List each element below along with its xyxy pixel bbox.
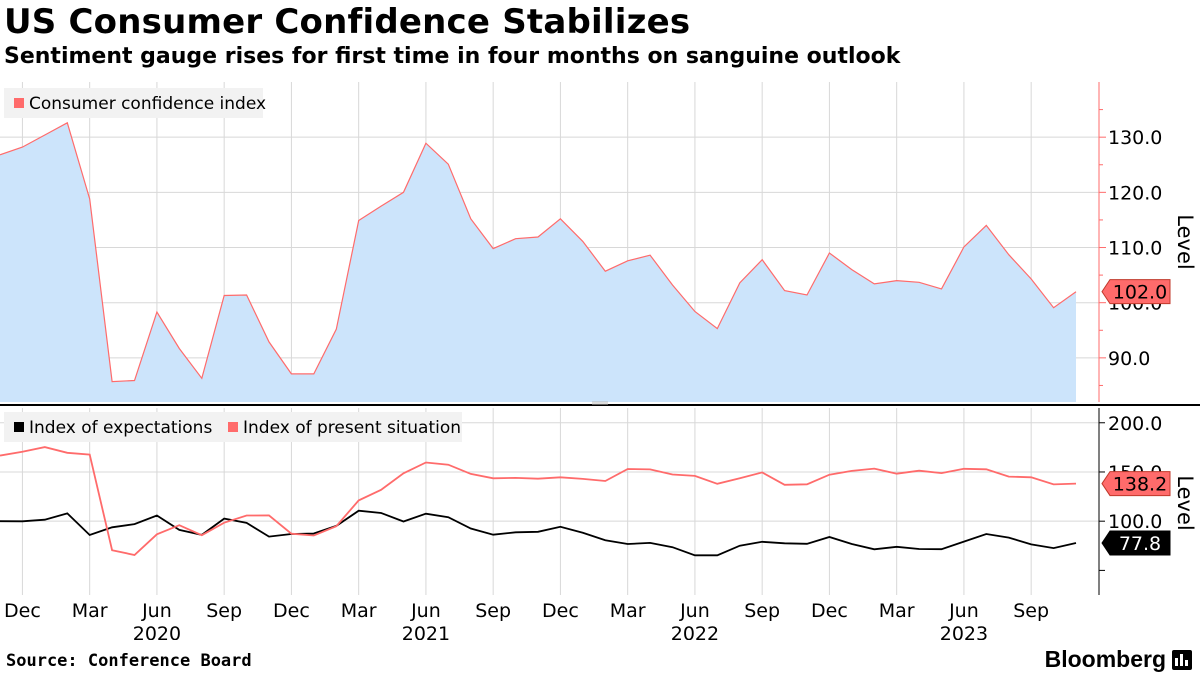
present-situation-line <box>0 446 1077 556</box>
x-year-label: 2023 <box>940 623 988 640</box>
y-axis-title-bottom: Level <box>1173 475 1197 530</box>
source-note: Source: Conference Board <box>6 651 252 671</box>
legend-box <box>4 88 263 118</box>
x-tick-label: Jun <box>141 600 172 622</box>
x-tick-label: Dec <box>811 600 848 622</box>
y-tick-label: 90.0 <box>1108 348 1150 370</box>
confidence-last-value-label: 102.0 <box>1113 282 1167 304</box>
legend-swatch <box>228 422 238 432</box>
expectations-line <box>0 509 1077 557</box>
legend-swatch <box>14 98 24 108</box>
chart-title: US Consumer Confidence Stabilizes <box>4 2 691 42</box>
y-tick-label: 120.0 <box>1108 182 1162 204</box>
x-tick-label: Mar <box>879 600 915 622</box>
x-tick-label: Jun <box>410 600 441 622</box>
x-year-label: 2020 <box>133 623 181 640</box>
x-tick-label: Mar <box>72 600 108 622</box>
legend-swatch <box>14 422 24 432</box>
legend-item: Index of expectations <box>29 418 212 438</box>
x-tick-label: Jun <box>679 600 710 622</box>
brand-logo: Bloomberg <box>1044 646 1166 672</box>
chart: 90.0100.0110.0120.0130.0100.0150.0200.0L… <box>0 82 1200 640</box>
y-tick-label: 130.0 <box>1108 127 1162 149</box>
bar-chart-icon <box>1172 650 1192 670</box>
present-situation-last-value-flag <box>1101 471 1171 497</box>
chart-subtitle: Sentiment gauge rises for first time in … <box>4 44 901 69</box>
x-tick-label: Dec <box>542 600 579 622</box>
x-tick-label: Sep <box>475 600 511 622</box>
x-tick-label: Dec <box>4 600 41 622</box>
x-tick-label: Sep <box>206 600 242 622</box>
legend-item: Consumer confidence index <box>29 94 266 114</box>
legend-item: Index of present situation <box>243 418 461 438</box>
confidence-line <box>0 121 1077 383</box>
x-tick-label: Dec <box>273 600 310 622</box>
x-tick-label: Sep <box>744 600 780 622</box>
x-year-label: 2021 <box>402 623 450 640</box>
x-tick-label: Mar <box>610 600 646 622</box>
y-tick-label: 110.0 <box>1108 238 1162 260</box>
present-situation-last-value-label: 138.2 <box>1113 474 1167 496</box>
x-tick-label: Mar <box>341 600 377 622</box>
x-year-label: 2022 <box>671 623 719 640</box>
y-axis-title-top: Level <box>1173 214 1197 269</box>
x-tick-label: Sep <box>1013 600 1049 622</box>
y-tick-label: 200.0 <box>1108 413 1162 435</box>
y-tick-label: 100.0 <box>1108 511 1162 533</box>
confidence-last-value-flag <box>1101 279 1171 305</box>
expectations-last-value-flag <box>1101 530 1171 556</box>
x-tick-label: Jun <box>948 600 979 622</box>
expectations-last-value-label: 77.8 <box>1119 533 1161 555</box>
confidence-area <box>0 122 1076 403</box>
